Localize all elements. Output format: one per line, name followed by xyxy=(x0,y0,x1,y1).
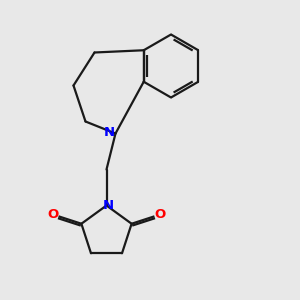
Text: N: N xyxy=(103,125,115,139)
Text: N: N xyxy=(102,199,114,212)
Text: O: O xyxy=(47,208,59,221)
Text: O: O xyxy=(154,208,166,221)
